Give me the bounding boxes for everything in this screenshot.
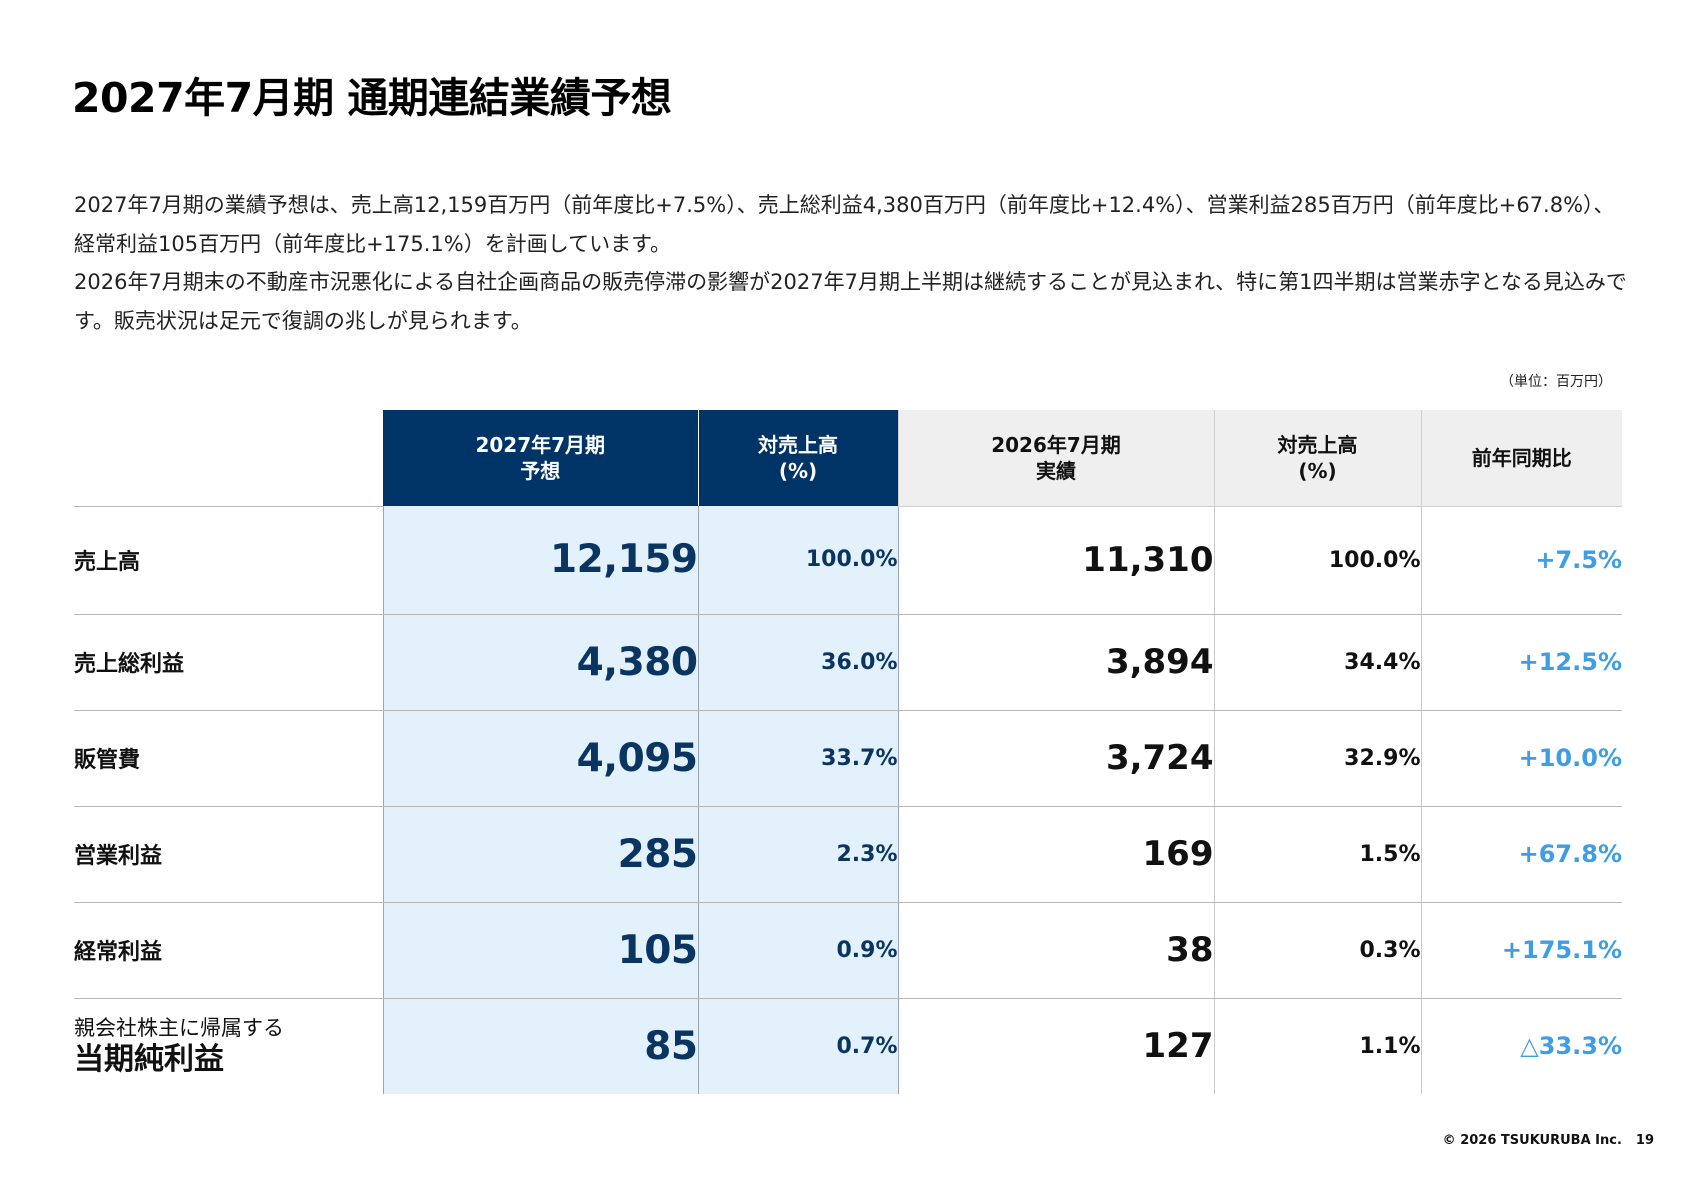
header-forecast-ratio-line2: (%) bbox=[778, 459, 818, 483]
forecast-value: 4,095 bbox=[382, 710, 698, 807]
unit-label: （単位：百万円） bbox=[1500, 374, 1612, 390]
row-label: 営業利益 bbox=[74, 806, 383, 903]
header-forecast: 2027年7月期 予想 bbox=[383, 410, 698, 506]
forecast-value: 105 bbox=[382, 902, 698, 999]
actual-ratio: 32.9% bbox=[1213, 710, 1421, 807]
forecast-value: 285 bbox=[382, 806, 698, 903]
table-row-operating-profit: 営業利益 285 2.3% 169 1.5% +67.8% bbox=[74, 806, 1622, 903]
row-label: 売上総利益 bbox=[74, 614, 383, 711]
forecast-table: 2027年7月期 予想 対売上高 (%) 2026年7月期 実績 対売上高 (%… bbox=[74, 410, 1622, 1094]
actual-value: 3,724 bbox=[897, 710, 1214, 807]
page-title: 2027年7月期 通期連結業績予想 bbox=[72, 74, 672, 122]
forecast-ratio: 0.7% bbox=[697, 998, 898, 1094]
forecast-value: 4,380 bbox=[382, 614, 698, 711]
forecast-ratio: 33.7% bbox=[697, 710, 898, 807]
actual-ratio: 0.3% bbox=[1213, 902, 1421, 999]
forecast-ratio: 36.0% bbox=[697, 614, 898, 711]
actual-ratio: 1.1% bbox=[1213, 998, 1421, 1094]
table-row-net-income: 親会社株主に帰属する 当期純利益 85 0.7% 127 1.1% △33.3% bbox=[74, 998, 1622, 1094]
header-actual-ratio-line1: 対売上高 bbox=[1277, 432, 1358, 457]
yoy-change: +67.8% bbox=[1420, 806, 1622, 903]
table-row-sga: 販管費 4,095 33.7% 3,724 32.9% +10.0% bbox=[74, 710, 1622, 807]
footer: © 2026 TSUKURUBA Inc. 19 bbox=[1443, 1133, 1654, 1148]
row-label: 売上高 bbox=[74, 506, 383, 615]
actual-ratio: 34.4% bbox=[1213, 614, 1421, 711]
table-header-row: 2027年7月期 予想 対売上高 (%) 2026年7月期 実績 対売上高 (%… bbox=[74, 410, 1622, 507]
yoy-change: +175.1% bbox=[1420, 902, 1622, 999]
description-paragraph-1: 2027年7月期の業績予想は、売上高12,159百万円（前年度比+7.5%）、売… bbox=[74, 193, 1615, 256]
header-actual: 2026年7月期 実績 bbox=[897, 410, 1214, 507]
header-forecast-ratio-line1: 対売上高 bbox=[758, 433, 838, 457]
actual-value: 3,894 bbox=[897, 614, 1214, 711]
row-label: 経常利益 bbox=[74, 902, 383, 999]
forecast-value: 85 bbox=[382, 998, 698, 1094]
table-row-gross-profit: 売上総利益 4,380 36.0% 3,894 34.4% +12.5% bbox=[74, 614, 1622, 711]
table-row-ordinary-profit: 経常利益 105 0.9% 38 0.3% +175.1% bbox=[74, 902, 1622, 999]
row-label: 当期純利益 bbox=[74, 1042, 224, 1078]
actual-ratio: 100.0% bbox=[1213, 506, 1421, 615]
header-forecast-line1: 2027年7月期 bbox=[475, 433, 606, 457]
header-yoy: 前年同期比 bbox=[1420, 410, 1622, 507]
header-actual-line2: 実績 bbox=[1036, 458, 1076, 483]
description: 2027年7月期の業績予想は、売上高12,159百万円（前年度比+7.5%）、売… bbox=[74, 186, 1634, 340]
actual-value: 38 bbox=[897, 902, 1214, 999]
header-forecast-line2: 予想 bbox=[520, 459, 561, 483]
forecast-ratio: 100.0% bbox=[697, 506, 898, 615]
header-forecast-ratio: 対売上高 (%) bbox=[697, 410, 898, 506]
actual-ratio: 1.5% bbox=[1213, 806, 1421, 903]
yoy-change: △33.3% bbox=[1420, 998, 1622, 1094]
yoy-change: +7.5% bbox=[1420, 506, 1622, 615]
table-row-sales: 売上高 12,159 100.0% 11,310 100.0% +7.5% bbox=[74, 506, 1622, 615]
actual-value: 11,310 bbox=[897, 506, 1214, 615]
forecast-ratio: 2.3% bbox=[697, 806, 898, 903]
forecast-value: 12,159 bbox=[382, 506, 698, 615]
forecast-ratio: 0.9% bbox=[697, 902, 898, 999]
page-number: 19 bbox=[1635, 1133, 1654, 1148]
yoy-change: +10.0% bbox=[1420, 710, 1622, 807]
copyright-text: © 2026 TSUKURUBA Inc. bbox=[1442, 1133, 1622, 1148]
header-blank-cell bbox=[74, 410, 383, 507]
row-label-net-income: 親会社株主に帰属する 当期純利益 bbox=[74, 998, 383, 1094]
header-actual-line1: 2026年7月期 bbox=[991, 432, 1121, 457]
actual-value: 169 bbox=[897, 806, 1214, 903]
row-label: 販管費 bbox=[74, 710, 383, 807]
row-label-prefix: 親会社株主に帰属する bbox=[74, 1016, 284, 1041]
header-actual-ratio-line2: (%) bbox=[1298, 458, 1337, 483]
header-actual-ratio: 対売上高 (%) bbox=[1213, 410, 1421, 507]
actual-value: 127 bbox=[897, 998, 1214, 1094]
yoy-change: +12.5% bbox=[1420, 614, 1622, 711]
description-paragraph-2: 2026年7月期末の不動産市況悪化による自社企画商品の販売停滞の影響が2027年… bbox=[74, 270, 1627, 333]
